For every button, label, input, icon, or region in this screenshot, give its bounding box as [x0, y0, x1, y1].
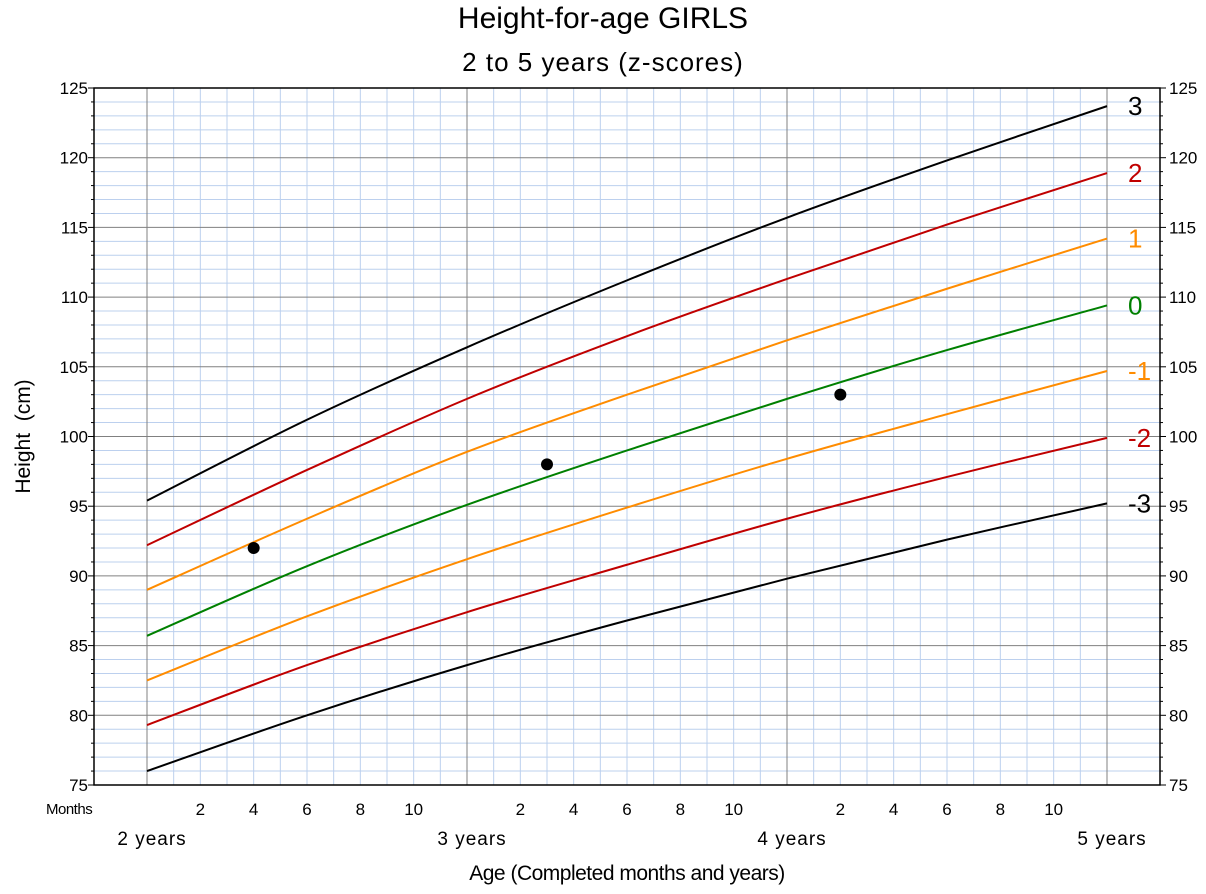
series-line-z2 — [146, 172, 1108, 547]
series-label-z1: 1 — [1128, 224, 1142, 254]
y-tick-label-right: 85 — [1169, 637, 1188, 656]
data-point — [541, 458, 553, 471]
y-tick-label-left: 125 — [60, 79, 88, 98]
month-tick-label: 8 — [676, 800, 685, 819]
year-tick-label: 2 years — [117, 829, 186, 850]
month-tick-label: 8 — [356, 800, 365, 819]
y-tick-label-left: 110 — [61, 288, 88, 307]
month-tick-label: 10 — [724, 800, 743, 819]
month-tick-label: 6 — [302, 800, 311, 819]
y-tick-label-right: 100 — [1169, 428, 1197, 447]
year-tick-label: 5 years — [1077, 829, 1146, 850]
series-label-z-1: -1 — [1128, 356, 1151, 386]
month-tick-label: 2 — [516, 800, 525, 819]
series-label-z3: 3 — [1128, 91, 1142, 121]
data-point — [834, 388, 847, 401]
month-tick-label: 6 — [942, 800, 951, 819]
month-tick-label: 4 — [889, 800, 898, 819]
series-label-z-3: -3 — [1128, 488, 1151, 518]
series-label-z2: 2 — [1128, 158, 1142, 188]
month-tick-label: 4 — [569, 800, 578, 819]
month-tick-label: 4 — [249, 800, 258, 819]
month-tick-label: 6 — [622, 800, 631, 819]
y-tick-label-right: 120 — [1169, 149, 1197, 168]
series-line-z1 — [146, 237, 1108, 591]
y-tick-label-right: 75 — [1169, 776, 1188, 795]
data-point — [247, 542, 260, 555]
chart-subtitle: 2 to 5 years (z-scores) — [462, 47, 744, 77]
y-axis-title: Height (cm) — [12, 379, 35, 493]
y-tick-label-left: 100 — [60, 428, 88, 447]
y-tick-label-left: 85 — [69, 637, 88, 656]
series-line-z-2 — [146, 436, 1108, 726]
y-tick-label-right: 115 — [1169, 218, 1196, 237]
series-line-z0 — [146, 304, 1108, 637]
series-line-z3 — [146, 105, 1108, 502]
y-tick-label-left: 90 — [69, 567, 88, 586]
series-label-z0: 0 — [1128, 290, 1142, 320]
x-axis-title: Age (Completed months and years) — [469, 862, 785, 885]
y-tick-label-left: 75 — [69, 776, 88, 795]
y-tick-label-right: 80 — [1169, 706, 1188, 725]
y-tick-label-left: 105 — [60, 358, 88, 377]
y-tick-label-right: 90 — [1169, 567, 1188, 586]
series-line-z-1 — [146, 370, 1108, 682]
y-tick-label-left: 95 — [69, 497, 88, 516]
month-tick-label: 2 — [836, 800, 845, 819]
y-tick-label-left: 80 — [69, 706, 88, 725]
year-tick-label: 4 years — [757, 829, 826, 850]
y-tick-label-left: 120 — [60, 149, 88, 168]
y-tick-label-right: 125 — [1169, 79, 1197, 98]
chart-title: Height-for-age GIRLS — [457, 2, 749, 35]
month-tick-label: 2 — [196, 800, 205, 819]
y-tick-label-left: 115 — [61, 218, 88, 237]
months-label: Months — [46, 801, 92, 818]
series-label-z-2: -2 — [1128, 423, 1151, 453]
month-tick-label: 10 — [1044, 800, 1063, 819]
month-tick-label: 8 — [996, 800, 1005, 819]
y-tick-label-right: 105 — [1169, 358, 1197, 377]
y-tick-label-right: 95 — [1169, 497, 1188, 516]
series-line-z-3 — [146, 502, 1108, 773]
year-tick-label: 3 years — [437, 829, 506, 850]
y-tick-label-right: 110 — [1169, 288, 1196, 307]
month-tick-label: 10 — [404, 800, 423, 819]
axis-ticks — [88, 87, 1166, 786]
